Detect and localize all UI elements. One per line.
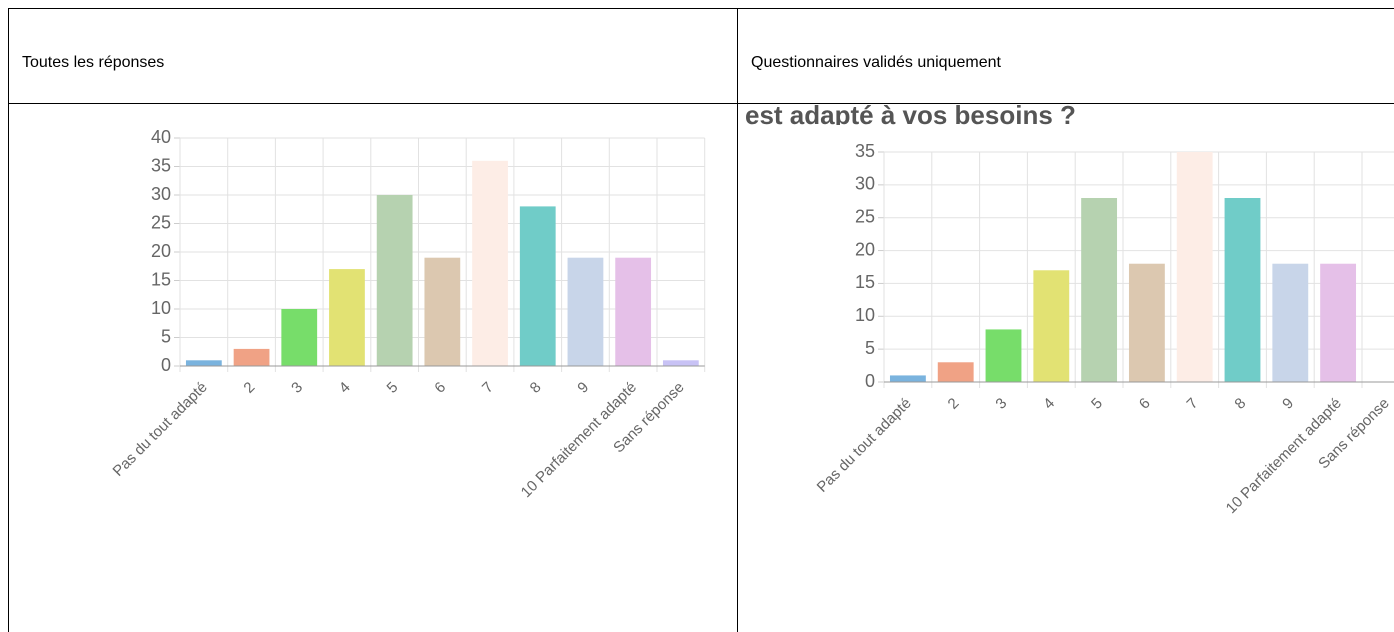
bar bbox=[329, 269, 365, 366]
x-tick-label: 8 bbox=[527, 379, 545, 397]
y-tick-label: 15 bbox=[855, 272, 875, 292]
bar bbox=[281, 309, 318, 366]
y-tick-label: 40 bbox=[151, 127, 171, 147]
y-tick-label: 20 bbox=[151, 241, 171, 261]
bar bbox=[1272, 263, 1309, 382]
y-tick-label: 35 bbox=[855, 141, 875, 161]
y-tick-label: 20 bbox=[855, 239, 875, 259]
header-cell: Questionnaires validés uniquement bbox=[751, 54, 1001, 71]
y-tick-label: 10 bbox=[151, 298, 171, 318]
x-tick-label: 7 bbox=[1184, 395, 1202, 413]
x-tick-label: 6 bbox=[431, 379, 449, 397]
y-tick-label: 35 bbox=[151, 155, 171, 175]
y-tick-label: 15 bbox=[151, 269, 171, 289]
x-tick-label: 5 bbox=[1088, 395, 1106, 413]
y-tick-label: 30 bbox=[151, 184, 171, 204]
bar bbox=[985, 329, 1022, 382]
x-tick-label: 7 bbox=[479, 379, 497, 397]
x-tick-label: 5 bbox=[384, 379, 402, 397]
bar bbox=[424, 257, 461, 366]
x-tick-label: 6 bbox=[1136, 395, 1154, 413]
bar bbox=[662, 360, 699, 366]
x-tick-label: 9 bbox=[1279, 395, 1297, 413]
bar bbox=[1033, 270, 1070, 382]
bar bbox=[567, 257, 604, 366]
bar bbox=[472, 160, 508, 366]
x-tick-label: 3 bbox=[288, 379, 306, 397]
x-tick-label: 2 bbox=[945, 395, 963, 413]
bar bbox=[937, 362, 974, 382]
chart-title: est adapté à vos besoins ? bbox=[745, 100, 1076, 130]
y-tick-label: 25 bbox=[855, 206, 875, 226]
y-tick-label: 25 bbox=[151, 212, 171, 232]
header-cell: Toutes les réponses bbox=[22, 54, 164, 71]
y-tick-label: 30 bbox=[855, 174, 875, 194]
bar bbox=[519, 206, 556, 366]
bar bbox=[889, 375, 926, 382]
bar bbox=[615, 257, 652, 366]
bar bbox=[1224, 198, 1261, 382]
x-tick-label: 9 bbox=[574, 379, 592, 397]
x-tick-label: 3 bbox=[992, 395, 1010, 413]
x-tick-label: Pas du tout adapté bbox=[110, 379, 211, 480]
x-tick-label: 4 bbox=[336, 379, 354, 397]
bar bbox=[233, 348, 270, 366]
bar bbox=[376, 195, 413, 366]
y-tick-label: 0 bbox=[161, 355, 171, 375]
y-tick-label: 5 bbox=[865, 338, 875, 358]
bar bbox=[1176, 152, 1213, 382]
bar bbox=[1320, 263, 1357, 382]
y-tick-label: 0 bbox=[865, 371, 875, 391]
bar bbox=[185, 360, 222, 366]
x-tick-label: 2 bbox=[240, 379, 258, 397]
y-tick-label: 5 bbox=[161, 326, 171, 346]
x-tick-label: 4 bbox=[1040, 395, 1058, 413]
x-tick-label: 8 bbox=[1231, 395, 1249, 413]
bar bbox=[1128, 263, 1165, 382]
y-tick-label: 10 bbox=[855, 305, 875, 325]
x-tick-label: Pas du tout adapté bbox=[814, 395, 915, 496]
bar bbox=[1081, 198, 1118, 382]
